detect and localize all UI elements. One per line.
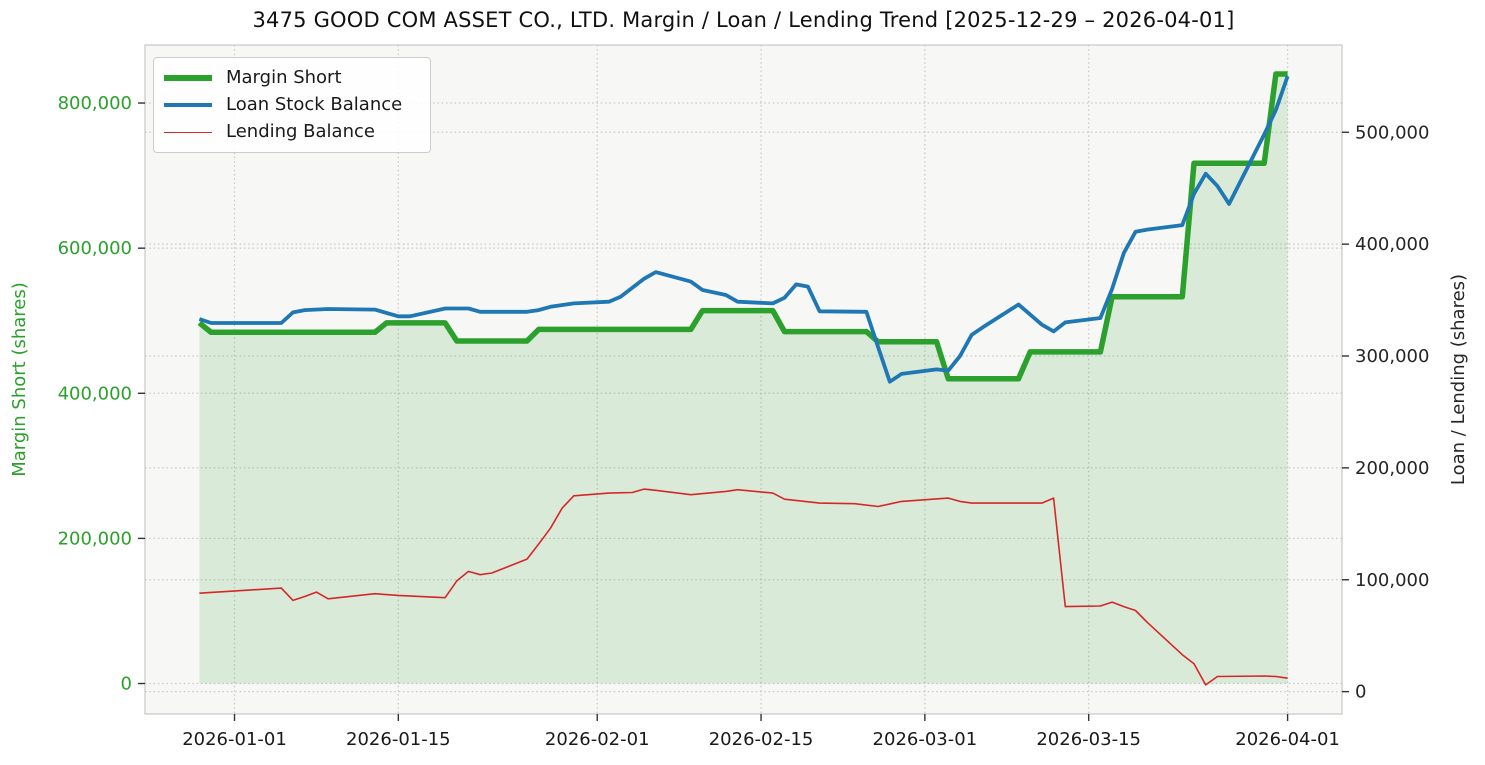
legend-label: Margin Short bbox=[226, 66, 342, 88]
right-tick-label: 500,000 bbox=[1355, 122, 1429, 143]
legend: Margin Short Loan Stock Balance Lending Ba… bbox=[153, 57, 431, 153]
legend-item-loan-stock-balance: Loan Stock Balance bbox=[164, 91, 416, 118]
right-tick-label: 200,000 bbox=[1355, 458, 1429, 479]
legend-line-sample bbox=[164, 74, 212, 81]
legend-label: Loan Stock Balance bbox=[226, 93, 403, 115]
right-tick-label: 0 bbox=[1355, 682, 1366, 703]
x-tick-label: 2026-04-01 bbox=[1235, 729, 1340, 750]
left-tick-label: 400,000 bbox=[58, 383, 132, 404]
left-tick-label: 600,000 bbox=[58, 238, 132, 259]
left-tick-label: 200,000 bbox=[58, 528, 132, 549]
legend-line-swatch bbox=[164, 131, 212, 134]
series-line-lending-balance bbox=[199, 488, 1288, 686]
plot-area bbox=[145, 45, 1342, 714]
legend-line-swatch bbox=[164, 74, 212, 81]
series-line-margin-short bbox=[197, 71, 1288, 382]
legend-label: Lending Balance bbox=[226, 121, 375, 143]
x-tick-label: 2026-02-01 bbox=[545, 729, 650, 750]
legend-line-sample bbox=[164, 102, 212, 107]
legend-line-swatch bbox=[164, 102, 212, 107]
series-fill-margin-short bbox=[199, 74, 1288, 684]
right-tick-label: 300,000 bbox=[1355, 346, 1429, 367]
series-line-loan-stock-balance bbox=[198, 75, 1290, 384]
legend-item-margin-short: Margin Short bbox=[164, 64, 416, 91]
plot-border bbox=[144, 44, 1343, 715]
legend-item-lending-balance: Lending Balance bbox=[164, 119, 416, 146]
right-tick-label: 400,000 bbox=[1355, 234, 1429, 255]
legend-line-sample bbox=[164, 131, 212, 134]
x-tick-label: 2026-01-01 bbox=[182, 729, 287, 750]
right-axis-title: Loan / Lending (shares) bbox=[1448, 274, 1469, 485]
left-tick-label: 800,000 bbox=[58, 93, 132, 114]
x-tick-label: 2026-03-01 bbox=[873, 729, 978, 750]
left-axis-title: Margin Short (shares) bbox=[9, 282, 30, 477]
x-tick-label: 2026-01-15 bbox=[346, 729, 451, 750]
x-tick-label: 2026-03-15 bbox=[1036, 729, 1141, 750]
x-tick-label: 2026-02-15 bbox=[709, 729, 814, 750]
right-tick-label: 100,000 bbox=[1355, 570, 1429, 591]
chart-title: 3475 GOOD COM ASSET CO., LTD. Margin / L… bbox=[252, 8, 1235, 32]
left-tick-label: 0 bbox=[121, 674, 132, 695]
